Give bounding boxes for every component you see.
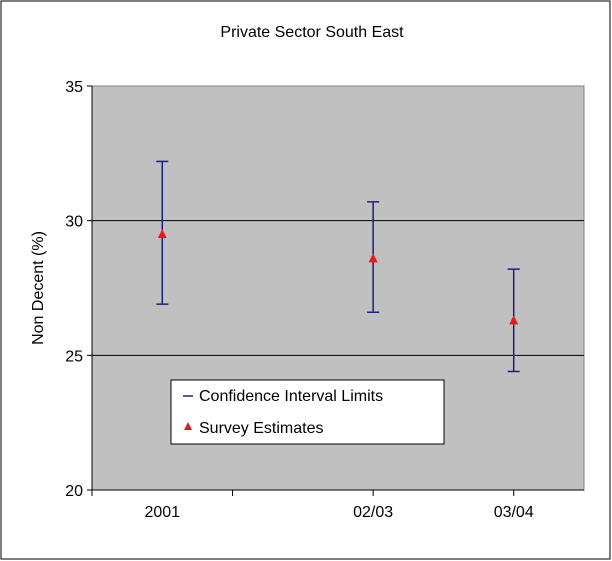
survey-estimates-series: [157, 229, 519, 325]
x-axis: 2001 02/03 03/04: [91, 489, 584, 521]
legend-estimate-label: Survey Estimates: [199, 420, 323, 437]
y-tick-label: 20: [65, 483, 83, 500]
x-tick-label: 02/03: [353, 504, 393, 521]
chart-title: Private Sector South East: [220, 24, 404, 41]
x-tick-label: 2001: [144, 504, 180, 521]
y-tick-label: 25: [65, 348, 83, 365]
legend: Confidence Interval Limits Survey Estima…: [170, 379, 445, 445]
gridlines: [92, 220, 584, 356]
legend-box: [170, 379, 445, 445]
survey-estimate-point: [157, 229, 167, 239]
y-tick-label: 35: [65, 79, 83, 96]
survey-estimate-point: [368, 253, 378, 263]
legend-ci-label: Confidence Interval Limits: [199, 388, 383, 405]
y-axis-label: Non Decent (%): [30, 231, 47, 345]
survey-estimate-point: [509, 315, 519, 325]
legend-estimate-swatch: [184, 422, 192, 430]
x-tick-label: 03/04: [494, 504, 534, 521]
y-tick-label: 30: [65, 214, 83, 231]
y-axis: 20 25 30 35: [65, 79, 93, 500]
